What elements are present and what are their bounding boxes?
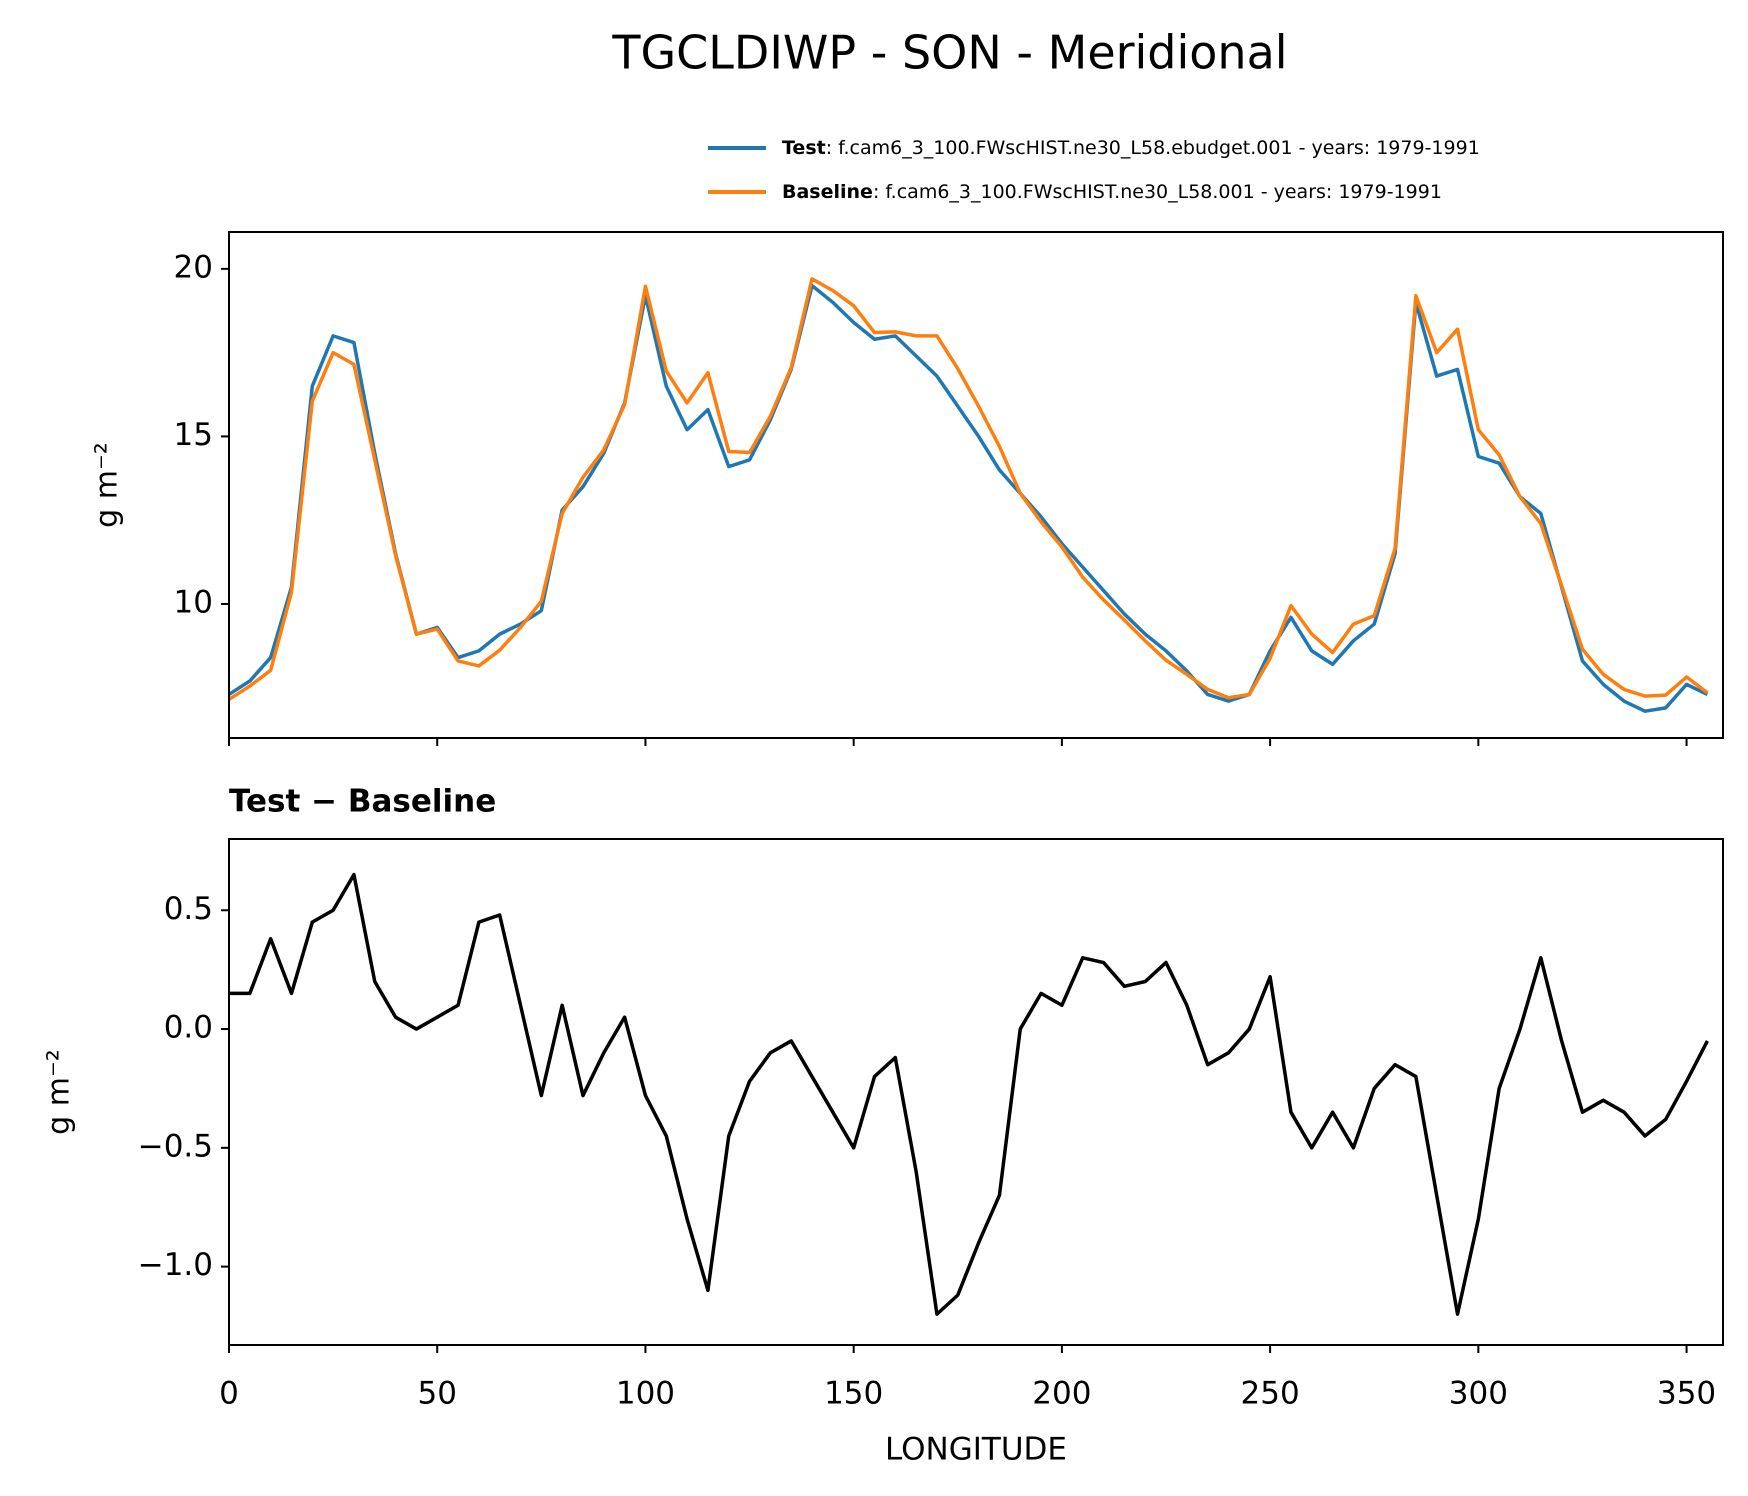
y-tick-label: 0.0 bbox=[164, 1010, 213, 1046]
x-tick-label: 200 bbox=[1032, 1376, 1091, 1412]
y-tick-label: 15 bbox=[174, 417, 213, 453]
legend-entry: Baseline: f.cam6_3_100.FWscHIST.ne30_L58… bbox=[782, 181, 1442, 203]
x-axis-label: LONGITUDE bbox=[885, 1432, 1067, 1468]
x-tick-label: 100 bbox=[616, 1376, 675, 1412]
legend-name: Baseline bbox=[782, 181, 873, 203]
legend-detail: : f.cam6_3_100.FWscHIST.ne30_L58.ebudget… bbox=[826, 137, 1480, 159]
axes-frame bbox=[228, 231, 1724, 739]
y-tick-label: −1.0 bbox=[138, 1247, 213, 1283]
y-axis-label: g m⁻² bbox=[90, 442, 125, 528]
y-tick-label: 10 bbox=[174, 584, 213, 620]
legend-entry: Test: f.cam6_3_100.FWscHIST.ne30_L58.ebu… bbox=[782, 137, 1480, 159]
x-tick-label: 350 bbox=[1657, 1376, 1716, 1412]
y-tick-label: 0.5 bbox=[164, 891, 213, 927]
x-tick-label: 250 bbox=[1241, 1376, 1300, 1412]
x-tick-label: 300 bbox=[1449, 1376, 1508, 1412]
panel-title: Test − Baseline bbox=[229, 784, 496, 820]
data-line bbox=[229, 283, 1709, 713]
data-line bbox=[229, 872, 1709, 1316]
x-tick-label: 150 bbox=[824, 1376, 883, 1412]
y-tick-label: 20 bbox=[174, 249, 213, 285]
data-line bbox=[229, 277, 1709, 701]
y-axis-label: g m⁻² bbox=[42, 1049, 77, 1135]
figure-title: TGCLDIWP - SON - Meridional bbox=[611, 26, 1287, 80]
y-tick-label: −0.5 bbox=[138, 1128, 213, 1164]
legend-name: Test bbox=[782, 137, 826, 159]
axes-frame bbox=[228, 838, 1724, 1346]
legend-detail: : f.cam6_3_100.FWscHIST.ne30_L58.001 - y… bbox=[873, 181, 1442, 203]
x-tick-label: 0 bbox=[219, 1376, 239, 1412]
x-tick-label: 50 bbox=[417, 1376, 456, 1412]
